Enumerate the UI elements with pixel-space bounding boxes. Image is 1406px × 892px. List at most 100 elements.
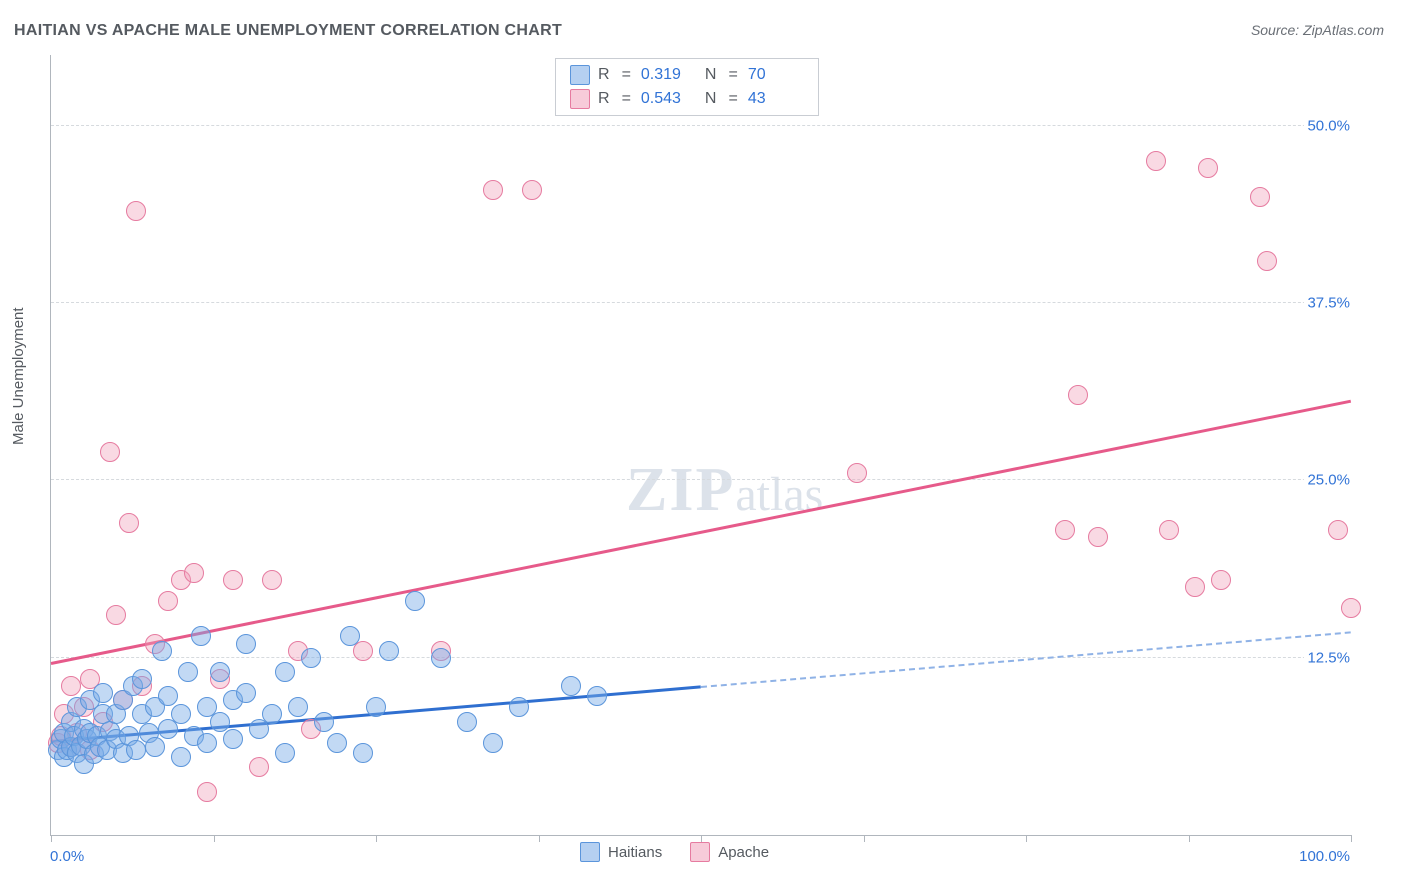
data-point [353, 743, 373, 763]
data-point [366, 697, 386, 717]
data-point [197, 782, 217, 802]
data-point [431, 648, 451, 668]
data-point [1055, 520, 1075, 540]
data-point [1159, 520, 1179, 540]
y-tick-label: 50.0% [1304, 116, 1353, 135]
data-point [522, 180, 542, 200]
x-tick [701, 835, 702, 842]
data-point [61, 676, 81, 696]
x-axis-min-label: 0.0% [50, 848, 84, 865]
data-point [126, 201, 146, 221]
source-attribution: Source: ZipAtlas.com [1251, 22, 1384, 38]
y-tick-label: 25.0% [1304, 471, 1353, 490]
y-tick-label: 12.5% [1304, 648, 1353, 667]
x-tick [539, 835, 540, 842]
data-point [145, 737, 165, 757]
data-point [106, 605, 126, 625]
data-point [1146, 151, 1166, 171]
data-point [340, 626, 360, 646]
data-point [1198, 158, 1218, 178]
data-point [223, 570, 243, 590]
gridline [51, 125, 1351, 126]
data-point [379, 641, 399, 661]
legend-label-apache: Apache [718, 844, 769, 861]
data-point [184, 563, 204, 583]
data-point [314, 712, 334, 732]
n-value-haitians: 70 [748, 66, 804, 84]
data-point [1088, 527, 1108, 547]
data-point [236, 683, 256, 703]
x-tick [376, 835, 377, 842]
data-point [847, 463, 867, 483]
legend-item-apache: Apache [690, 842, 769, 862]
chart-title: HAITIAN VS APACHE MALE UNEMPLOYMENT CORR… [14, 22, 562, 40]
data-point [197, 733, 217, 753]
data-point [158, 686, 178, 706]
data-point [275, 662, 295, 682]
watermark-zip: ZIP [626, 456, 735, 524]
data-point [587, 686, 607, 706]
x-tick [214, 835, 215, 842]
data-point [191, 626, 211, 646]
data-point [93, 683, 113, 703]
data-point [301, 648, 321, 668]
data-point [236, 634, 256, 654]
data-point [100, 442, 120, 462]
gridline [51, 302, 1351, 303]
data-point [561, 676, 581, 696]
data-point [1211, 570, 1231, 590]
data-point [132, 669, 152, 689]
data-point [210, 712, 230, 732]
data-point [1250, 187, 1270, 207]
chart-container: HAITIAN VS APACHE MALE UNEMPLOYMENT CORR… [0, 0, 1406, 892]
data-point [223, 729, 243, 749]
data-point [1185, 577, 1205, 597]
legend-row-haitians: R= 0.319 N= 70 [556, 63, 818, 87]
x-axis-max-label: 100.0% [1299, 848, 1350, 865]
data-point [275, 743, 295, 763]
data-point [119, 513, 139, 533]
y-axis-label: Male Unemployment [10, 307, 27, 445]
x-tick [1189, 835, 1190, 842]
trend-line [701, 632, 1351, 689]
data-point [249, 757, 269, 777]
data-point [1257, 251, 1277, 271]
watermark: ZIPatlas [626, 455, 823, 526]
data-point [262, 704, 282, 724]
data-point [327, 733, 347, 753]
data-point [171, 747, 191, 767]
legend-label-haitians: Haitians [608, 844, 662, 861]
data-point [158, 591, 178, 611]
y-tick-label: 37.5% [1304, 294, 1353, 313]
gridline [51, 657, 1351, 658]
swatch-haitians [570, 65, 590, 85]
x-tick [864, 835, 865, 842]
r-value-haitians: 0.319 [641, 66, 697, 84]
data-point [1068, 385, 1088, 405]
data-point [178, 662, 198, 682]
trend-line [51, 399, 1352, 664]
data-point [1341, 598, 1361, 618]
n-value-apache: 43 [748, 90, 804, 108]
data-point [288, 697, 308, 717]
data-point [483, 180, 503, 200]
data-point [483, 733, 503, 753]
swatch-apache [570, 89, 590, 109]
data-point [1328, 520, 1348, 540]
data-point [262, 570, 282, 590]
plot-area: ZIPatlas 12.5% 25.0% 37.5% 50.0% [50, 55, 1351, 836]
correlation-legend: R= 0.319 N= 70 R= 0.543 N= 43 [555, 58, 819, 116]
data-point [171, 704, 191, 724]
series-legend: Haitians Apache [580, 842, 769, 862]
data-point [126, 740, 146, 760]
legend-row-apache: R= 0.543 N= 43 [556, 87, 818, 111]
swatch-apache-icon [690, 842, 710, 862]
r-value-apache: 0.543 [641, 90, 697, 108]
data-point [509, 697, 529, 717]
x-tick [51, 835, 52, 842]
data-point [457, 712, 477, 732]
x-tick [1351, 835, 1352, 842]
watermark-atlas: atlas [735, 468, 823, 521]
legend-item-haitians: Haitians [580, 842, 662, 862]
swatch-haitians-icon [580, 842, 600, 862]
